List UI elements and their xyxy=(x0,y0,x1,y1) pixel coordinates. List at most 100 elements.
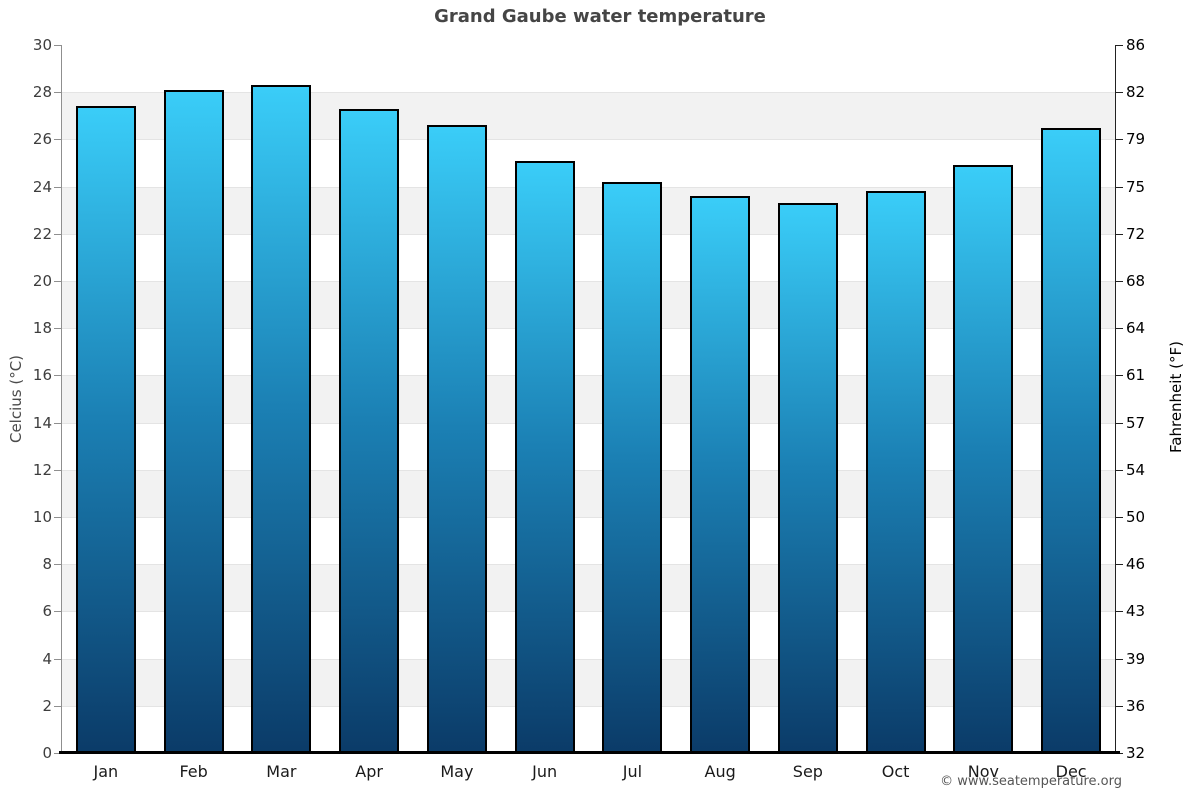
tick-mark xyxy=(1116,564,1123,566)
y-tick-label-fahrenheit: 43 xyxy=(1126,602,1146,621)
x-tick-label-oct: Oct xyxy=(881,762,910,781)
gridline xyxy=(62,564,1115,566)
y-tick-label-celsius: 22 xyxy=(32,224,52,243)
y-tick-label-celsius: 6 xyxy=(42,602,52,621)
gridline xyxy=(62,281,1115,282)
x-tick-label-feb: Feb xyxy=(179,762,208,781)
gridline xyxy=(62,469,1115,471)
tick-mark xyxy=(54,375,61,377)
y-tick-label-fahrenheit: 61 xyxy=(1126,366,1146,385)
y-tick-label-fahrenheit: 64 xyxy=(1126,319,1146,338)
tick-mark xyxy=(54,328,61,330)
x-tick-label-aug: Aug xyxy=(704,762,736,781)
bar-feb xyxy=(163,89,224,753)
chart-title: Grand Gaube water temperature xyxy=(434,6,766,27)
tick-mark xyxy=(54,469,61,471)
x-tick-label-dec: Dec xyxy=(1055,762,1087,781)
y-tick-label-celsius: 2 xyxy=(42,696,52,715)
x-tick-label-jun: Jun xyxy=(532,762,558,781)
gridline xyxy=(62,517,1115,518)
grid-band xyxy=(62,469,1115,517)
x-tick-label-mar: Mar xyxy=(266,762,297,781)
y-tick-label-fahrenheit: 36 xyxy=(1126,696,1146,715)
gridline xyxy=(62,328,1115,330)
gridline xyxy=(62,375,1115,377)
tick-mark xyxy=(1116,139,1123,141)
y-tick-label-celsius: 26 xyxy=(32,130,52,149)
tick-mark xyxy=(54,564,61,566)
y-tick-label-fahrenheit: 50 xyxy=(1126,508,1146,526)
y-tick-label-fahrenheit: 75 xyxy=(1126,177,1146,196)
tick-mark xyxy=(1116,469,1123,471)
x-tick-label-jul: Jul xyxy=(622,762,643,781)
tick-mark xyxy=(1116,658,1123,660)
gridline xyxy=(62,92,1115,94)
y-tick-label-celsius: 16 xyxy=(32,366,52,385)
y-tick-label-fahrenheit: 72 xyxy=(1126,224,1146,243)
grid-band xyxy=(62,375,1115,423)
grid-band xyxy=(62,705,1115,753)
grid-band xyxy=(62,422,1115,470)
tick-mark xyxy=(1116,422,1123,424)
tick-mark xyxy=(54,139,61,141)
y-axis-line-celsius xyxy=(61,45,62,753)
bar-apr xyxy=(339,108,400,753)
tick-mark xyxy=(1116,375,1123,377)
y-tick-label-celsius: 10 xyxy=(32,508,52,526)
y-tick-label-fahrenheit: 46 xyxy=(1126,555,1146,574)
y-tick-label-fahrenheit: 82 xyxy=(1126,83,1146,102)
bar-dec xyxy=(1041,127,1102,753)
y-axis-title-fahrenheit: Fahrenheit (°F) xyxy=(1167,341,1185,453)
bar-aug xyxy=(690,196,751,753)
y-tick-label-celsius: 14 xyxy=(32,413,52,432)
plot-area xyxy=(62,45,1115,753)
tick-mark xyxy=(54,45,61,46)
tick-mark xyxy=(54,517,61,518)
gridline xyxy=(62,705,1115,707)
grid-band xyxy=(62,658,1115,706)
grid-band xyxy=(62,281,1115,329)
bar-jun xyxy=(514,160,575,753)
gridline xyxy=(62,233,1115,235)
y-tick-label-celsius: 4 xyxy=(42,649,52,668)
tick-mark xyxy=(1116,328,1123,330)
x-tick-label-jan: Jan xyxy=(93,762,119,781)
y-tick-label-celsius: 0 xyxy=(42,744,52,762)
tick-mark xyxy=(54,422,61,424)
tick-mark xyxy=(1116,92,1123,94)
grid-band xyxy=(62,328,1115,376)
y-tick-label-celsius: 8 xyxy=(42,555,52,574)
y-tick-label-fahrenheit: 86 xyxy=(1126,36,1146,54)
tick-mark xyxy=(1116,186,1123,188)
grid-band xyxy=(62,564,1115,612)
tick-mark xyxy=(1116,705,1123,707)
x-tick-label-may: May xyxy=(440,762,474,781)
tick-mark xyxy=(54,186,61,188)
bar-mar xyxy=(251,85,312,753)
gridline xyxy=(62,611,1115,613)
gridline xyxy=(62,422,1115,424)
tick-mark xyxy=(1116,611,1123,613)
y-axis-title-celsius: Celcius (°C) xyxy=(7,354,25,444)
tick-mark xyxy=(54,658,61,660)
y-tick-label-fahrenheit: 68 xyxy=(1126,272,1146,290)
y-tick-label-celsius: 24 xyxy=(32,177,52,196)
grid-band xyxy=(62,92,1115,140)
gridline xyxy=(62,139,1115,141)
grid-band xyxy=(62,186,1115,234)
tick-mark xyxy=(1116,281,1123,282)
bar-jul xyxy=(602,181,663,753)
gridline xyxy=(62,658,1115,660)
tick-mark xyxy=(54,753,61,754)
y-tick-label-fahrenheit: 39 xyxy=(1126,649,1146,668)
y-axis-line-fahrenheit xyxy=(1115,45,1116,754)
gridline xyxy=(62,186,1115,188)
y-tick-label-fahrenheit: 54 xyxy=(1126,460,1146,479)
y-tick-label-celsius: 20 xyxy=(32,272,52,290)
bar-may xyxy=(426,125,487,753)
tick-mark xyxy=(54,281,61,282)
tick-mark xyxy=(1116,45,1123,46)
y-tick-label-fahrenheit: 32 xyxy=(1126,744,1146,762)
x-axis-line xyxy=(59,751,1120,754)
y-tick-label-celsius: 30 xyxy=(32,36,52,54)
